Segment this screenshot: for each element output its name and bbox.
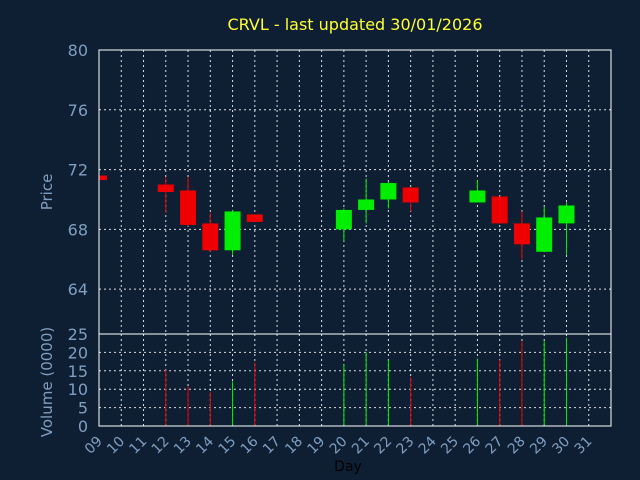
volume-tick-label: 0: [78, 417, 88, 436]
candle-body: [513, 223, 530, 245]
x-tick-label: 12: [149, 434, 173, 458]
chart-title: CRVL - last updated 30/01/2026: [228, 15, 483, 34]
price-tick-label: 72: [68, 161, 88, 180]
candle-body: [380, 183, 397, 200]
candle-body: [180, 190, 197, 225]
volume-tick-label: 5: [78, 399, 88, 418]
x-tick-label: 22: [371, 434, 395, 458]
candles: [98, 175, 575, 260]
x-tick-label: 17: [260, 434, 284, 458]
candle-body: [246, 214, 263, 222]
x-tick-label: 21: [349, 434, 373, 458]
candle-body: [202, 223, 219, 251]
x-tick-label: 31: [572, 434, 596, 458]
x-tick-label: 23: [394, 434, 418, 458]
x-tick-label: 26: [460, 433, 484, 457]
volume-tick-label: 10: [68, 380, 88, 399]
candle-body: [469, 190, 486, 203]
candle-body: [335, 209, 352, 230]
candle-body: [558, 205, 575, 224]
price-plot-frame: [98, 49, 612, 335]
x-tick-label: 15: [215, 434, 239, 458]
candle-body: [157, 184, 174, 192]
price-tick-labels: 80 76 72 68 64: [68, 41, 88, 299]
x-tick-label: 14: [193, 433, 217, 457]
candle-body: [402, 187, 419, 203]
volume-grid: [99, 333, 611, 427]
x-tick-label: 24: [416, 433, 440, 457]
candle-body: [491, 196, 508, 224]
price-tick-label: 64: [68, 280, 88, 299]
volume-tick-label: 20: [68, 343, 88, 362]
volume-bars: [165, 337, 567, 426]
price-tick-label: 76: [68, 101, 88, 120]
x-tick-label: 19: [305, 434, 329, 458]
candle-body: [224, 211, 241, 251]
x-tick-label: 09: [82, 434, 106, 458]
price-tick-label: 68: [68, 220, 88, 239]
x-tick-label: 11: [126, 434, 150, 458]
x-tick-label: 10: [104, 434, 128, 458]
candle-body: [99, 175, 107, 181]
volume-axis-label: Volume (0000): [38, 327, 56, 437]
x-tick-labels: 0910111213141516171819202122232425262728…: [82, 433, 596, 457]
x-tick-label: 29: [527, 434, 551, 458]
candle-body: [358, 199, 375, 210]
price-axis-label: Price: [38, 174, 56, 211]
volume-plot-frame: [98, 333, 612, 427]
price-tick-label: 80: [68, 41, 88, 60]
candle-body: [536, 217, 553, 252]
x-tick-label: 28: [505, 434, 529, 458]
x-tick-label: 13: [171, 434, 195, 458]
x-axis-label: Day: [334, 459, 362, 475]
x-tick-label: 27: [483, 434, 507, 458]
x-tick-label: 30: [549, 434, 573, 458]
x-tick-label: 25: [438, 434, 462, 458]
price-grid: [99, 49, 611, 334]
volume-tick-label: 25: [68, 325, 88, 344]
x-tick-label: 20: [327, 434, 351, 458]
x-tick-label: 18: [282, 434, 306, 458]
volume-tick-label: 15: [68, 362, 88, 381]
x-tick-label: 16: [238, 433, 262, 457]
